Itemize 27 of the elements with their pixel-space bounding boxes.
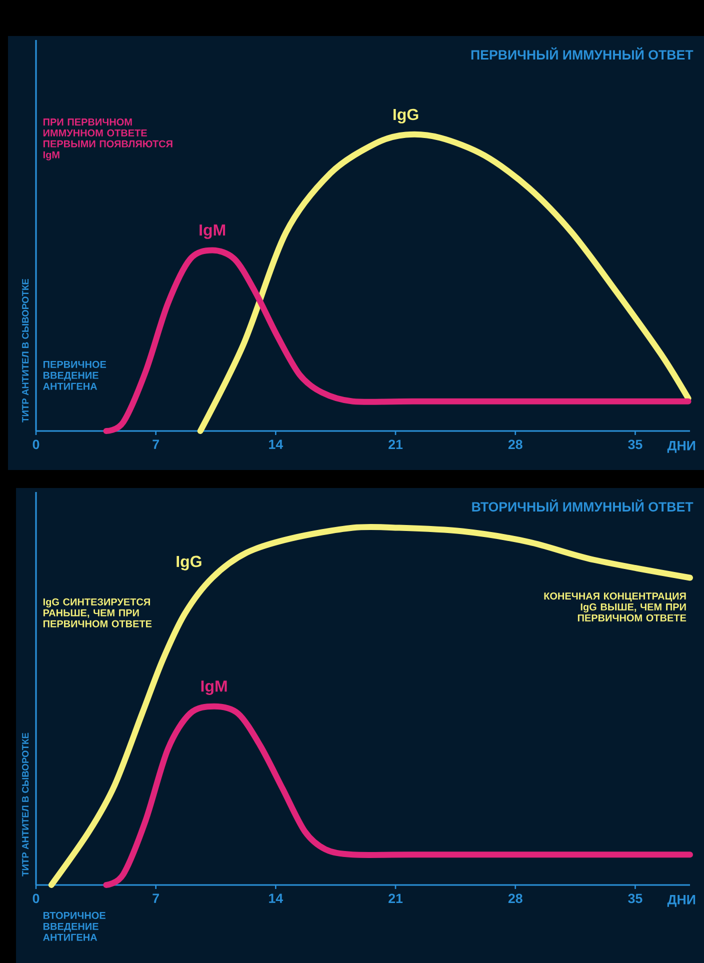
series-label: IgM (201, 680, 227, 695)
x-tick-label: 35 (628, 894, 642, 904)
chart-title: ВТОРИЧНЫЙ ИММУННЫЙ ОТВЕТ (472, 499, 694, 512)
x-tick-label: 7 (152, 894, 159, 903)
x-tick-label: 28 (508, 440, 522, 450)
x-tick-label: 14 (269, 440, 284, 449)
y-axis-title: ТИТР АНТИТЕЛ В СЫВОРОТКЕ (22, 732, 29, 876)
x-tick-label: 21 (388, 894, 403, 904)
series-label: IgM (200, 224, 226, 239)
annotation: КОНЕЧНАЯ КОНЦЕНТРАЦИЯ IgG ВЫШЕ, ЧЕМ ПРИ ПЕРВИЧНОМ ОТВЕТЕ (544, 592, 686, 622)
x-axis-title: ДНИ (667, 895, 696, 907)
annotation: ПЕРВИЧНОЕ ВВЕДЕНИЕ АНТИГЕНА (43, 360, 106, 390)
x-tick-label: 0 (32, 894, 40, 904)
x-tick-label: 14 (269, 894, 284, 903)
y-axis-title: ТИТР АНТИТЕЛ В СЫВОРОТКЕ (22, 278, 29, 422)
x-tick-label: 35 (628, 440, 642, 450)
chart-title: ПЕРВИЧНЫЙ ИММУННЫЙ ОТВЕТ (471, 47, 694, 60)
x-tick-label: 28 (508, 894, 522, 904)
text: ВТОРИЧНОЕ ВВЕДЕНИЕ АНТИГЕНА (43, 912, 106, 941)
x-tick-label: 7 (152, 440, 159, 449)
x-axis-title: ДНИ (667, 441, 696, 453)
series-label: IgG (394, 108, 418, 124)
annotation: IgG СИНТЕЗИРУЕТСЯ РАНЬШЕ, ЧЕМ ПРИ ПЕРВИЧНОМ ОТВЕТЕ (43, 598, 152, 628)
annotation: ПРИ ПЕРВИЧНОМ ИММУННОМ ОТВЕТЕ ПЕРВЫМИ ПОЯВЛЯЮТСЯ IgM (43, 118, 172, 160)
x-tick-label: 0 (32, 440, 40, 450)
x-tick-label: 21 (388, 440, 403, 450)
series-label: IgG (176, 556, 202, 570)
